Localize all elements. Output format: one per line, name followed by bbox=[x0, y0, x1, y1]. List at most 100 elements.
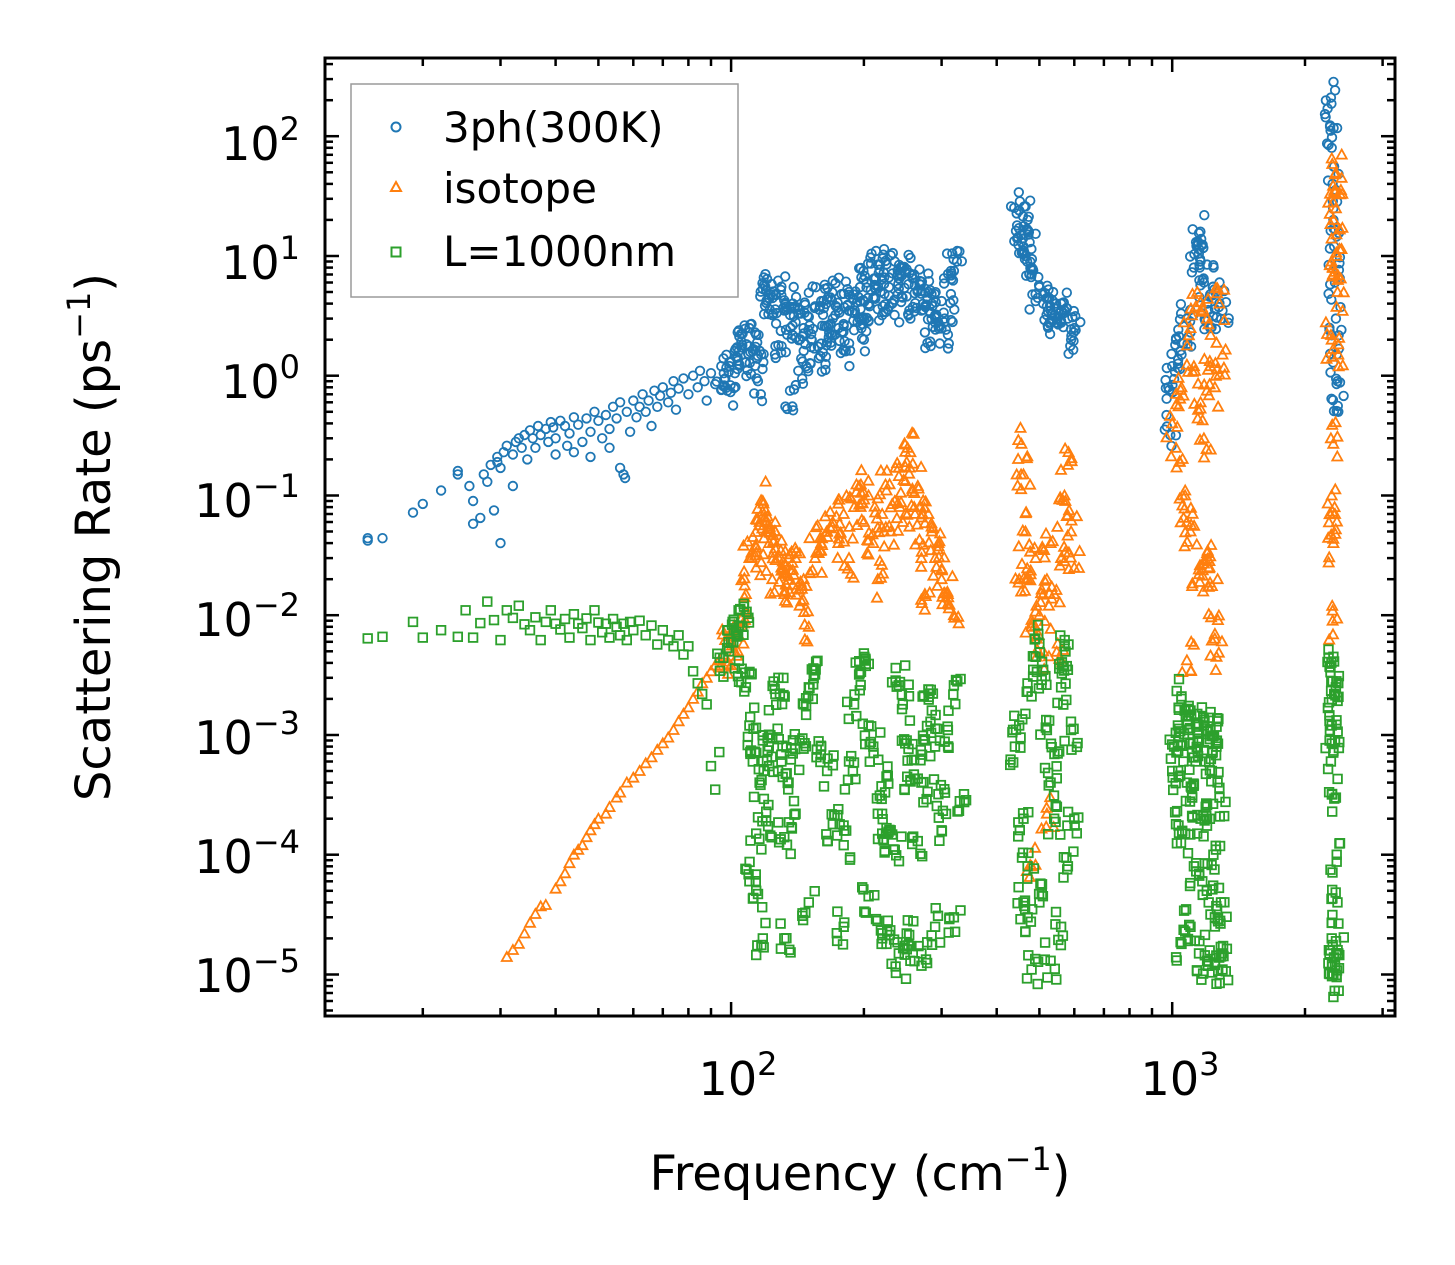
point-isotope bbox=[1191, 411, 1205, 424]
point-l1000nm bbox=[1055, 921, 1067, 933]
point-l1000nm bbox=[683, 641, 694, 652]
point-3ph bbox=[545, 416, 557, 428]
point-isotope bbox=[1171, 370, 1186, 383]
point-l1000nm bbox=[754, 833, 765, 845]
legend-marker-l1000nm bbox=[390, 246, 402, 258]
plot-frame bbox=[323, 56, 1397, 1018]
point-3ph bbox=[585, 451, 596, 463]
point-3ph bbox=[1194, 275, 1205, 286]
point-3ph bbox=[1044, 328, 1056, 340]
point-isotope bbox=[1193, 575, 1207, 587]
point-l1000nm bbox=[758, 942, 769, 953]
point-isotope bbox=[1325, 151, 1339, 164]
point-isotope bbox=[1052, 492, 1066, 505]
point-isotope bbox=[1324, 328, 1338, 340]
point-isotope bbox=[763, 522, 777, 535]
point-3ph bbox=[804, 358, 816, 369]
point-l1000nm bbox=[1175, 937, 1186, 948]
point-l1000nm bbox=[831, 935, 843, 947]
point-3ph bbox=[883, 272, 895, 283]
point-l1000nm bbox=[1040, 722, 1052, 733]
point-isotope bbox=[1211, 399, 1225, 412]
legend-marker-isotope bbox=[389, 179, 403, 192]
point-l1000nm bbox=[1013, 831, 1024, 842]
point-l1000nm bbox=[1058, 699, 1069, 710]
point-3ph bbox=[1325, 367, 1336, 378]
point-l1000nm bbox=[712, 648, 723, 659]
point-3ph bbox=[1020, 270, 1032, 281]
point-l1000nm bbox=[1192, 718, 1203, 729]
point-isotope bbox=[902, 519, 916, 532]
point-isotope bbox=[803, 531, 817, 544]
point-3ph bbox=[1188, 262, 1200, 273]
point-l1000nm bbox=[1326, 971, 1338, 982]
point-3ph bbox=[821, 321, 832, 333]
point-l1000nm bbox=[1028, 664, 1039, 676]
point-l1000nm bbox=[1055, 939, 1067, 951]
point-isotope bbox=[748, 548, 762, 561]
point-l1000nm bbox=[1220, 796, 1231, 808]
point-isotope bbox=[915, 506, 929, 519]
point-isotope bbox=[1019, 505, 1033, 518]
point-isotope bbox=[915, 596, 929, 608]
point-l1000nm bbox=[628, 625, 639, 636]
point-isotope bbox=[912, 532, 927, 545]
point-3ph bbox=[817, 309, 829, 321]
point-l1000nm bbox=[1222, 974, 1234, 986]
point-l1000nm bbox=[1324, 710, 1335, 721]
x-tick-label-1000: 103 bbox=[1141, 1045, 1220, 1106]
point-l1000nm bbox=[780, 768, 791, 780]
point-isotope bbox=[1159, 430, 1174, 443]
point-isotope bbox=[1218, 367, 1232, 380]
point-l1000nm bbox=[1211, 735, 1223, 746]
point-3ph bbox=[1208, 262, 1219, 273]
point-isotope bbox=[1208, 380, 1222, 393]
point-3ph bbox=[740, 357, 751, 368]
point-3ph bbox=[694, 365, 706, 377]
point-3ph bbox=[817, 320, 828, 331]
point-isotope bbox=[1209, 335, 1224, 348]
point-isotope bbox=[1040, 801, 1054, 813]
point-isotope bbox=[772, 575, 786, 587]
point-isotope bbox=[798, 617, 812, 630]
point-3ph bbox=[692, 382, 703, 393]
point-isotope bbox=[517, 926, 532, 939]
point-3ph bbox=[731, 342, 743, 353]
point-l1000nm bbox=[831, 928, 843, 939]
point-isotope bbox=[862, 488, 876, 501]
point-isotope bbox=[1322, 515, 1336, 528]
point-l1000nm bbox=[930, 903, 941, 914]
point-isotope bbox=[1015, 557, 1029, 569]
point-isotope bbox=[811, 518, 825, 531]
point-3ph bbox=[790, 317, 801, 328]
point-isotope bbox=[1037, 543, 1051, 555]
point-l1000nm bbox=[828, 750, 839, 761]
point-l1000nm bbox=[407, 616, 419, 628]
point-isotope bbox=[1023, 477, 1037, 490]
point-3ph bbox=[920, 342, 931, 354]
point-l1000nm bbox=[618, 618, 629, 629]
point-isotope bbox=[861, 547, 875, 560]
point-isotope bbox=[1323, 186, 1337, 199]
point-isotope bbox=[832, 531, 846, 544]
point-isotope bbox=[1215, 634, 1229, 647]
point-isotope bbox=[919, 589, 933, 601]
point-l1000nm bbox=[890, 961, 901, 972]
point-isotope bbox=[1013, 421, 1028, 433]
point-l1000nm bbox=[904, 715, 916, 726]
point-3ph bbox=[516, 442, 527, 454]
point-l1000nm bbox=[1206, 747, 1218, 759]
point-l1000nm bbox=[776, 749, 787, 760]
point-3ph bbox=[1021, 223, 1033, 235]
y-axis-label: Scattering Rate (ps−1) bbox=[60, 273, 122, 801]
point-l1000nm bbox=[899, 940, 910, 952]
point-l1000nm bbox=[876, 808, 888, 820]
point-l1000nm bbox=[559, 613, 571, 625]
point-l1000nm bbox=[785, 848, 796, 860]
point-l1000nm bbox=[902, 915, 914, 926]
point-3ph bbox=[631, 412, 642, 423]
point-l1000nm bbox=[1048, 790, 1060, 801]
point-isotope bbox=[1023, 544, 1037, 557]
point-3ph bbox=[657, 382, 669, 393]
